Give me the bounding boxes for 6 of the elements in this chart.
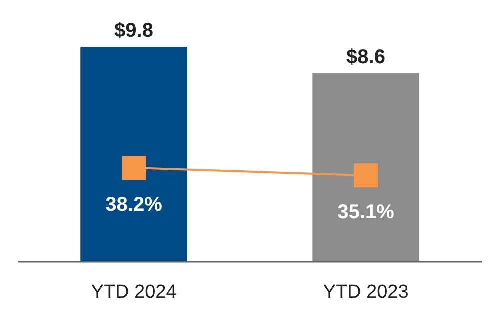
x-tick-label: YTD 2024: [91, 282, 178, 303]
x-tick-label: YTD 2023: [323, 282, 409, 303]
data-label: 35.1%: [338, 202, 395, 224]
data-label: $8.6: [346, 46, 386, 68]
data-label: 38.2%: [106, 194, 163, 216]
data-label: $9.8: [114, 20, 154, 42]
